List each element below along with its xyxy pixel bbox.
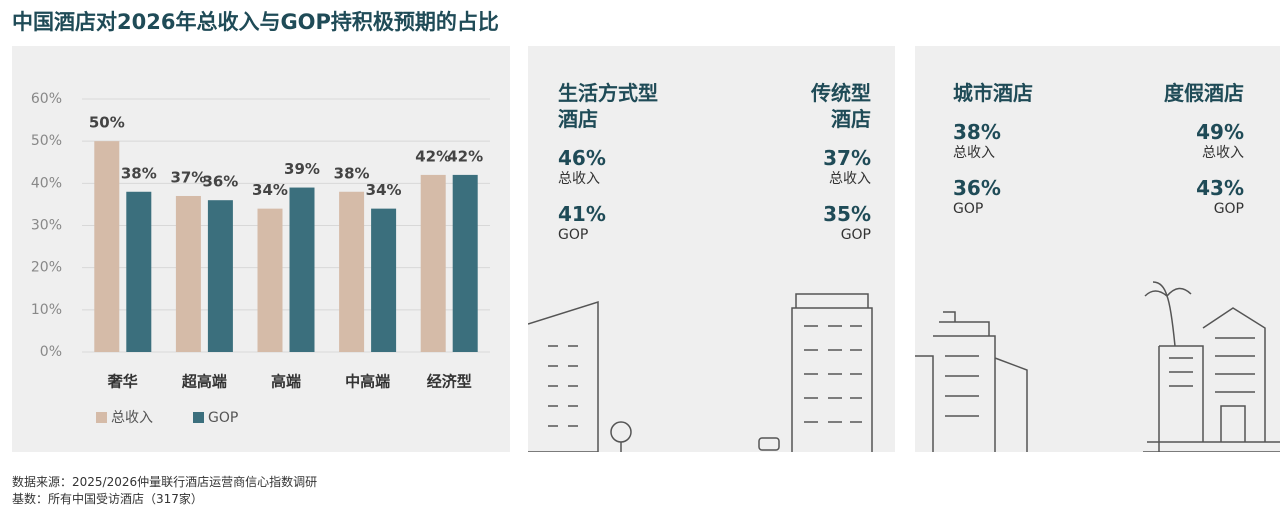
x-tick-label: 奢华	[107, 373, 138, 391]
bar	[207, 200, 233, 352]
stat-value: 35%	[823, 202, 871, 226]
bar	[289, 187, 315, 352]
stat-value: 41%	[558, 202, 606, 226]
y-tick-label: 20%	[31, 260, 62, 276]
legend-swatch	[193, 412, 204, 423]
stat-label: 总收入	[829, 171, 871, 187]
bar	[257, 208, 283, 352]
stat-label: GOP	[558, 227, 589, 243]
group-heading: 城市酒店	[953, 81, 1033, 105]
group-heading: 生活方式型	[558, 81, 658, 105]
bar	[339, 191, 365, 352]
stat-value: 38%	[953, 120, 1001, 144]
value-label: 34%	[366, 181, 402, 199]
buildings	[528, 293, 873, 452]
bar	[371, 208, 397, 352]
y-tick-label: 10%	[31, 302, 62, 318]
group-heading: 度假酒店	[1164, 81, 1244, 105]
stat-label: 总收入	[953, 145, 995, 161]
x-tick-label: 中高端	[345, 373, 390, 391]
legend-label: 总收入	[111, 410, 153, 426]
bar	[126, 191, 152, 352]
bar	[452, 174, 478, 352]
y-tick-label: 30%	[31, 218, 62, 234]
chart-card: 0% 10% 20% 30% 40% 50% 60% 奢华 50% 38% 超高端 37% 36% 高端 3…	[12, 46, 510, 452]
group: 城市酒店 38% 总收入 36% GOP	[953, 80, 1033, 218]
group-heading: 酒店	[831, 107, 871, 131]
value-label: 42%	[447, 147, 483, 165]
value-label: 37%	[170, 168, 206, 186]
stat-value: 49%	[1196, 120, 1244, 144]
stat-value: 46%	[558, 146, 606, 170]
stat-label: GOP	[1213, 201, 1244, 217]
legend-swatch	[96, 412, 107, 423]
buildings	[915, 281, 1280, 452]
bar	[420, 174, 446, 352]
bar	[175, 195, 201, 352]
stat-value: 37%	[823, 146, 871, 170]
x-tick-label: 超高端	[181, 373, 227, 391]
group: 传统型 酒店 37% 总收入 35% GOP	[811, 80, 871, 244]
stat-value: 36%	[953, 176, 1001, 200]
group-heading: 传统型	[811, 81, 871, 105]
x-tick-label: 高端	[271, 373, 301, 391]
value-label: 36%	[202, 173, 238, 191]
stat-label: 总收入	[558, 171, 600, 187]
value-label: 39%	[284, 160, 320, 178]
value-label: 42%	[415, 147, 451, 165]
y-tick-label: 60%	[31, 91, 62, 107]
panel: 城市酒店 38% 总收入 36% GOP 度假酒店 49% 总收入 43% GOP	[915, 46, 1280, 452]
bar	[94, 141, 120, 352]
y-tick-label: 50%	[31, 133, 62, 149]
chart: 0% 10% 20% 30% 40% 50% 60% 奢华 50% 38% 超高端 37%36% 高端 3…	[31, 91, 490, 426]
group: 生活方式型 酒店 46% 总收入 41% GOP	[558, 80, 658, 244]
group-heading: 酒店	[558, 107, 598, 131]
footnote: 基数：所有中国受访酒店（317家）	[12, 492, 203, 506]
group: 度假酒店 49% 总收入 43% GOP	[1164, 80, 1244, 218]
value-label: 38%	[334, 164, 370, 182]
stat-value: 43%	[1196, 176, 1244, 200]
y-tick-label: 40%	[31, 175, 62, 191]
y-tick-label: 0%	[40, 344, 62, 360]
x-tick-label: 经济型	[427, 373, 472, 391]
panel: 生活方式型 酒店 46% 总收入 41% GOP 传统型 酒店 37% 总收入 35% GOP	[528, 46, 895, 452]
footnote: 数据来源：2025/2026仲量联行酒店运营商信心指数调研	[12, 475, 318, 489]
stat-label: GOP	[840, 227, 871, 243]
value-label: 38%	[121, 164, 157, 182]
page-title: 中国酒店对2026年总收入与GOP持积极预期的占比	[12, 10, 499, 34]
stat-label: GOP	[953, 201, 984, 217]
legend-label: GOP	[208, 410, 238, 426]
value-label: 50%	[89, 114, 125, 132]
stat-label: 总收入	[1202, 145, 1244, 161]
value-label: 34%	[252, 181, 288, 199]
